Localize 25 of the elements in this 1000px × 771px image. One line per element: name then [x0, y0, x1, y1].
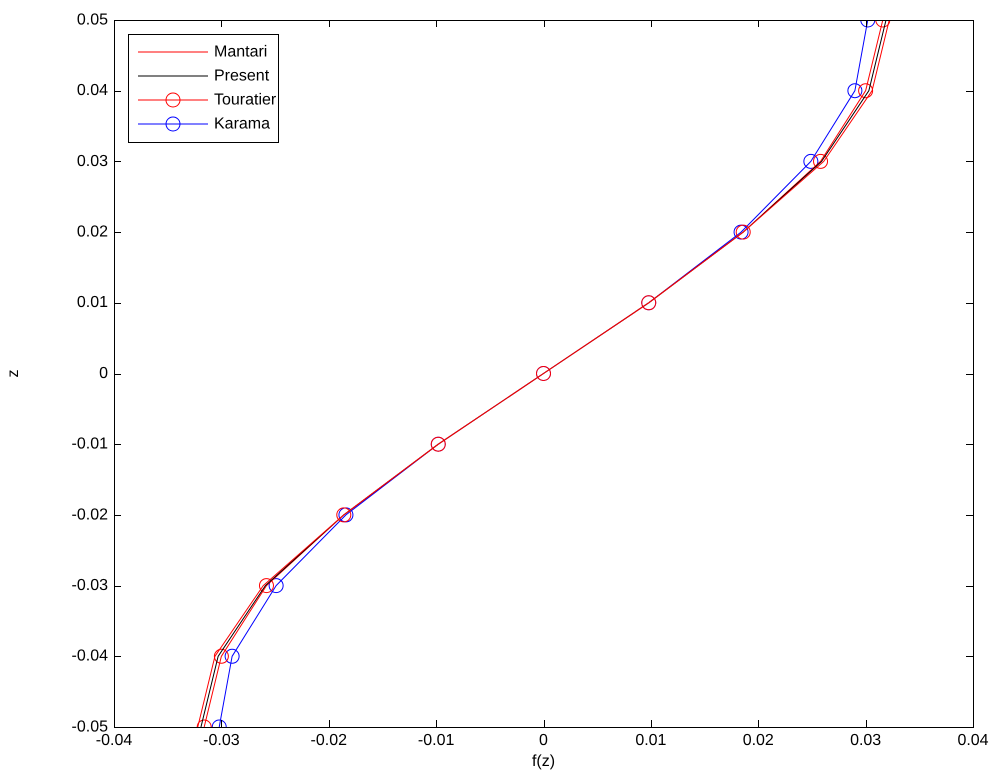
x-tick-label: 0.02 — [742, 732, 774, 750]
y-tick-label: -0.01 — [72, 436, 108, 453]
x-axis-title: f(z) — [532, 752, 556, 770]
x-tick-label: 0.03 — [850, 732, 882, 750]
legend-label: Mantari — [214, 43, 268, 60]
x-tick-label: -0.03 — [203, 732, 240, 750]
y-tick-label: -0.02 — [72, 506, 108, 524]
y-tick-label: -0.04 — [72, 648, 108, 665]
y-tick-label: 0.03 — [76, 152, 108, 170]
y-tick-label: -0.03 — [72, 577, 108, 594]
x-tick-label: -0.04 — [96, 732, 132, 750]
y-tick-label: 0.01 — [76, 294, 108, 312]
y-axis-title: z — [5, 370, 22, 378]
y-tick-label: 0.02 — [76, 224, 108, 241]
y-tick-label: 0.05 — [76, 11, 108, 28]
legend-label: Present — [214, 67, 270, 84]
y-tick-label: 0 — [99, 364, 108, 382]
x-tick-label: -0.01 — [418, 732, 454, 750]
legend-label: Karama — [214, 115, 270, 132]
x-tick-label: 0.01 — [635, 732, 667, 750]
x-tick-label: 0.04 — [957, 732, 989, 750]
legend-label: Touratier — [214, 91, 277, 108]
x-tick-label: -0.02 — [310, 732, 348, 750]
x-tick-label: 0 — [539, 732, 548, 750]
y-tick-label: 0.04 — [76, 82, 108, 100]
